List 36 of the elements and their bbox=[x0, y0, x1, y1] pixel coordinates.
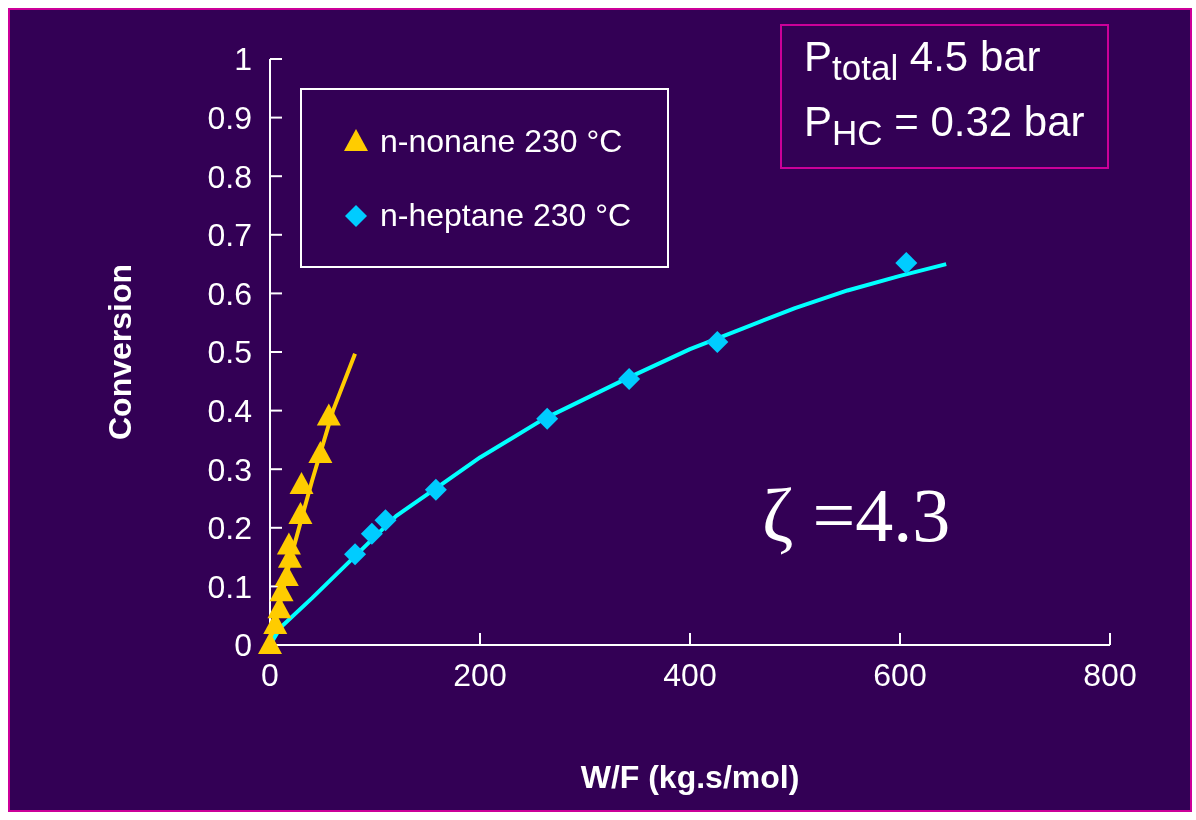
point bbox=[316, 403, 341, 426]
x-tick-label: 200 bbox=[453, 656, 507, 693]
text: P$_{total}$ 4.5 bar P$_{HC}$ = 0.32 bar bbox=[804, 33, 1085, 153]
point bbox=[618, 367, 641, 390]
point bbox=[374, 509, 397, 532]
point bbox=[706, 331, 729, 354]
point bbox=[308, 440, 333, 463]
point bbox=[344, 543, 367, 566]
y-tick-label: 0.2 bbox=[207, 510, 252, 547]
x-axis-title: W/F (kg.s/mol) bbox=[580, 759, 800, 795]
y-tick-label: 0.1 bbox=[207, 568, 252, 605]
legend-label: n-nonane 230 °C bbox=[380, 122, 623, 160]
x-tick-label: 800 bbox=[1083, 656, 1137, 693]
x-tick-label: 400 bbox=[663, 656, 717, 693]
y-tick-label: 0.5 bbox=[207, 334, 252, 371]
annotation: ζ =4.3 bbox=[762, 472, 951, 559]
point bbox=[895, 251, 918, 274]
point bbox=[258, 632, 282, 654]
y-tick-label: 0.4 bbox=[207, 392, 252, 429]
x-tick-label: 600 bbox=[873, 656, 927, 693]
y-tick-label: 0.6 bbox=[207, 275, 252, 312]
y-tick-label: 0.9 bbox=[207, 99, 252, 136]
y-tick-label: 0.7 bbox=[207, 217, 252, 254]
point bbox=[288, 501, 313, 524]
y-tick-label: 0.3 bbox=[207, 451, 252, 488]
point bbox=[289, 472, 314, 495]
y-axis-title: Conversion bbox=[102, 263, 139, 441]
y-tick-label: 1 bbox=[234, 41, 252, 78]
legend-label: n-heptane 230 °C bbox=[380, 196, 632, 234]
point bbox=[424, 478, 447, 501]
point bbox=[276, 532, 301, 555]
point bbox=[536, 407, 559, 430]
y-tick-label: 0 bbox=[234, 627, 252, 664]
y-tick-label: 0.8 bbox=[207, 158, 252, 195]
x-tick-label: 0 bbox=[261, 656, 279, 693]
point bbox=[360, 522, 383, 545]
